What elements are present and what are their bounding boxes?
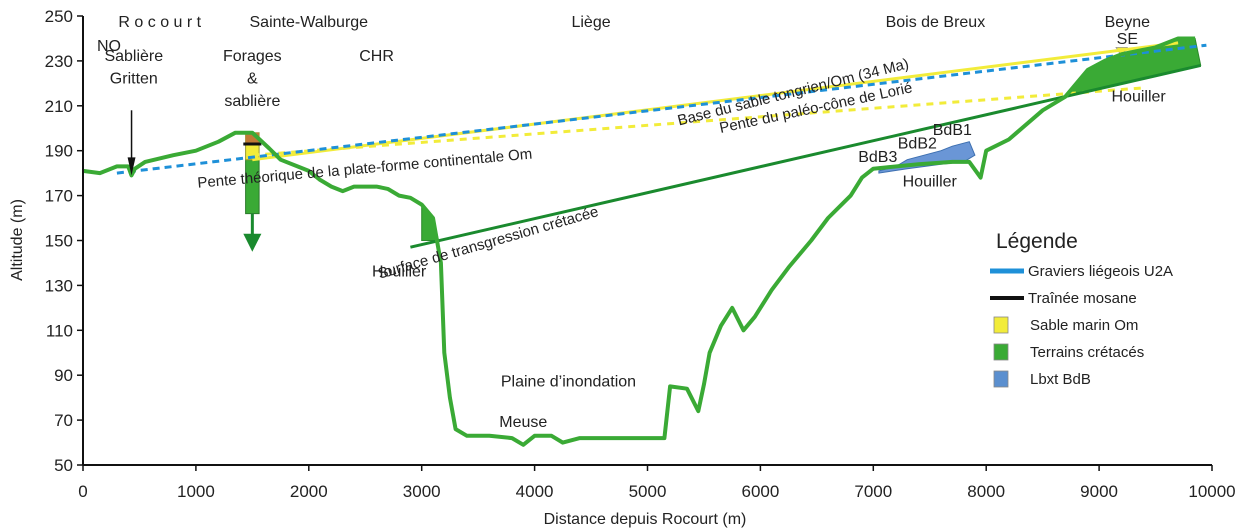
transgression-line — [410, 63, 1202, 249]
x-axis-label: Distance depuis Rocourt (m) — [544, 511, 747, 528]
y-tick-label: 130 — [45, 276, 73, 295]
forage-arrow-head — [243, 233, 262, 252]
axis-layer: 0 1000 2000 3000 4000 5000 6000 7000 8000 9000 100… — [45, 7, 1236, 501]
x-tick-label: 9000 — [1080, 482, 1118, 501]
x-tick-label: 4000 — [516, 482, 554, 501]
label-rocourt: R o c o u r t — [118, 14, 201, 31]
legend-label-4: Lbxt BdB — [1030, 371, 1091, 388]
label-sabliere-1: Sablière — [104, 48, 163, 65]
y-tick-label: 150 — [45, 232, 73, 251]
legend-label-2: Sable marin Om — [1030, 317, 1138, 334]
label-plaine: Plaine d’inondation — [501, 373, 636, 390]
label-beyne: Beyne — [1105, 14, 1150, 31]
x-tick-label: 2000 — [290, 482, 328, 501]
x-tick-label: 10000 — [1188, 482, 1235, 501]
label-forages-2: & — [247, 70, 258, 87]
x-tick-label: 0 — [78, 482, 87, 501]
x-tick-label: 5000 — [629, 482, 667, 501]
x-tick-label: 3000 — [403, 482, 441, 501]
topographic-profile — [82, 36, 1196, 447]
label-bdb1: BdB1 — [933, 122, 972, 139]
label-no: NO — [97, 38, 121, 55]
legend-label-3: Terrains crétacés — [1030, 344, 1144, 361]
label-forages-1: Forages — [223, 48, 282, 65]
label-transgression: Surface de transgression crétacée — [376, 203, 600, 282]
label-meuse: Meuse — [499, 414, 547, 431]
fill-layer — [243, 38, 1202, 241]
x-tick-label: 7000 — [854, 482, 892, 501]
label-houiller-3: Houiller — [1111, 88, 1166, 105]
line-layer — [82, 36, 1207, 447]
legend-swatch-3 — [993, 343, 1009, 361]
sabliere-arrow-head — [127, 157, 136, 176]
gravels-line — [116, 43, 1207, 175]
legend-swatch-2 — [993, 316, 1009, 334]
y-tick-label: 250 — [45, 7, 73, 26]
x-tick-label: 8000 — [967, 482, 1005, 501]
y-tick-label: 170 — [45, 187, 73, 206]
y-tick-label: 110 — [46, 321, 73, 340]
legend-swatch-4 — [993, 370, 1009, 388]
label-forages-3: sablière — [224, 93, 280, 110]
y-tick-label: 190 — [45, 142, 73, 161]
label-layer: R o c o u r t Sainte-Walburge Liège Bois de… — [97, 14, 1166, 431]
x-tick-label: 6000 — [741, 482, 779, 501]
label-liege: Liège — [571, 14, 610, 31]
label-bdb3: BdB3 — [858, 149, 897, 166]
label-houiller-2: Houiller — [903, 174, 958, 191]
label-bdb2: BdB2 — [898, 135, 937, 152]
label-houiller-1: Houiller — [372, 263, 427, 280]
x-tick-label: 1000 — [177, 482, 215, 501]
paleo-cone-line — [252, 86, 1145, 157]
legend-title: Légende — [996, 230, 1078, 253]
y-tick-label: 50 — [54, 456, 73, 475]
legend-label-0: Graviers liégeois U2A — [1028, 263, 1173, 280]
label-sainte-walburge: Sainte-Walburge — [250, 14, 369, 31]
legend: Légende Graviers liégeois U2A Traînée mos… — [990, 230, 1173, 388]
label-chr: CHR — [359, 48, 394, 65]
label-sabliere-2: Gritten — [110, 70, 158, 87]
y-axis-label: Altitude (m) — [9, 199, 26, 281]
y-tick-label: 90 — [54, 366, 73, 385]
legend-label-1: Traînée mosane — [1028, 290, 1137, 307]
y-tick-label: 230 — [45, 52, 73, 71]
label-bois-de-breux: Bois de Breux — [886, 14, 986, 31]
label-se: SE — [1117, 31, 1138, 48]
y-tick-label: 210 — [45, 97, 73, 116]
y-tick-label: 70 — [54, 411, 73, 430]
